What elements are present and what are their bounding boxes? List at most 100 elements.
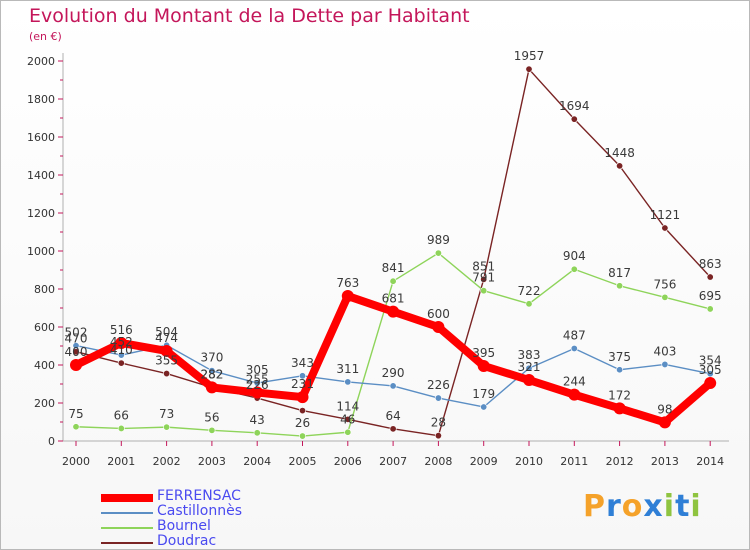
- data-point: [616, 282, 624, 290]
- data-label: 395: [472, 346, 495, 360]
- data-point: [253, 429, 261, 437]
- data-label: 695: [699, 289, 722, 303]
- data-label: 383: [518, 348, 541, 362]
- data-label: 282: [200, 367, 223, 381]
- x-tick-label: 2011: [560, 455, 588, 468]
- data-label: 28: [431, 416, 446, 430]
- data-label: 791: [472, 271, 495, 285]
- data-point: [525, 65, 533, 73]
- y-tick-label: 2000: [27, 55, 55, 68]
- data-label: 114: [336, 399, 359, 413]
- x-tick-label: 2004: [243, 455, 271, 468]
- data-point: [706, 273, 714, 281]
- y-tick-label: 1600: [27, 131, 55, 144]
- data-point: [658, 416, 671, 429]
- data-point: [208, 426, 216, 434]
- data-label: 321: [518, 360, 541, 374]
- data-point: [115, 336, 128, 349]
- data-label: 863: [699, 257, 722, 271]
- data-point: [389, 425, 397, 433]
- data-point: [661, 293, 669, 301]
- data-point: [480, 275, 488, 283]
- data-label: 681: [382, 292, 405, 306]
- data-point: [616, 366, 624, 374]
- data-label: 841: [382, 261, 405, 275]
- data-point: [661, 224, 669, 232]
- proxiti-logo[interactable]: Proxiti: [583, 489, 702, 524]
- data-point: [704, 377, 717, 390]
- data-point: [72, 342, 80, 350]
- y-tick-label: 0: [48, 435, 55, 448]
- data-point: [298, 372, 306, 380]
- x-tick-label: 2003: [198, 455, 226, 468]
- data-point: [525, 300, 533, 308]
- data-point: [570, 344, 578, 352]
- data-label: 311: [336, 362, 359, 376]
- data-label: 305: [246, 363, 269, 377]
- data-label: 26: [295, 416, 310, 430]
- data-point: [251, 386, 264, 399]
- legend-label: Doudrac: [157, 533, 217, 549]
- data-point: [298, 432, 306, 440]
- data-point: [477, 359, 490, 372]
- x-tick-label: 2010: [515, 455, 543, 468]
- data-label: 244: [563, 375, 586, 389]
- data-point: [616, 162, 624, 170]
- y-tick-label: 1200: [27, 207, 55, 220]
- data-point: [706, 370, 714, 378]
- legend-swatch: [101, 512, 153, 514]
- logo-letter: i: [663, 489, 676, 524]
- data-point: [525, 364, 533, 372]
- data-label: 64: [385, 409, 400, 423]
- data-point: [205, 381, 218, 394]
- data-point: [72, 423, 80, 431]
- logo-letter: t: [675, 489, 691, 524]
- data-label: 43: [250, 413, 265, 427]
- data-point: [117, 424, 125, 432]
- data-label: 502: [65, 326, 88, 340]
- data-label: 410: [110, 343, 133, 357]
- chart-subtitle: (en €): [29, 30, 62, 43]
- data-point: [434, 394, 442, 402]
- data-point: [480, 403, 488, 411]
- data-label: 904: [563, 249, 586, 263]
- y-tick-label: 800: [34, 283, 55, 296]
- x-tick-label: 2013: [651, 455, 679, 468]
- data-label: 1121: [650, 208, 681, 222]
- data-label: 851: [472, 259, 495, 273]
- data-label: 290: [382, 366, 405, 380]
- logo-letter: P: [583, 489, 606, 524]
- data-point: [432, 321, 445, 333]
- legend-label: Bournel: [157, 518, 211, 534]
- data-label: 98: [657, 402, 672, 416]
- data-label: 600: [427, 307, 450, 321]
- x-tick-label: 2008: [424, 455, 452, 468]
- data-point: [387, 305, 400, 318]
- data-point: [570, 265, 578, 273]
- data-label: 452: [110, 335, 133, 349]
- data-label: 487: [563, 328, 586, 342]
- x-tick-label: 2002: [153, 455, 181, 468]
- data-label: 763: [336, 276, 359, 290]
- data-label: 400: [65, 345, 88, 359]
- series-line-3: [75, 68, 711, 437]
- data-label: 1694: [559, 99, 590, 113]
- data-point: [706, 305, 714, 313]
- data-point: [434, 432, 442, 440]
- data-label: 722: [518, 284, 541, 298]
- x-tick-label: 2000: [62, 455, 90, 468]
- data-point: [160, 344, 173, 357]
- data-label: 1448: [604, 146, 635, 160]
- data-label: 370: [200, 351, 223, 365]
- y-tick-label: 200: [34, 397, 55, 410]
- x-tick-label: 2012: [606, 455, 634, 468]
- logo-letter: r: [606, 489, 622, 524]
- data-label: 75: [68, 407, 83, 421]
- data-label: 46: [340, 412, 355, 426]
- legend-label: Castillonnès: [157, 503, 243, 519]
- data-label: 305: [699, 363, 722, 377]
- data-label: 179: [472, 387, 495, 401]
- x-tick-label: 2007: [379, 455, 407, 468]
